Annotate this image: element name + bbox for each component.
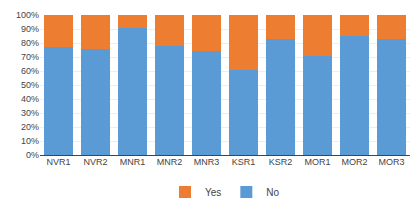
svg-text:40%: 40% [21, 94, 39, 104]
svg-text:20%: 20% [21, 122, 39, 132]
svg-text:60%: 60% [21, 66, 39, 76]
svg-text:MNR3: MNR3 [194, 157, 220, 167]
svg-text:MNR2: MNR2 [157, 157, 183, 167]
svg-text:30%: 30% [21, 108, 39, 118]
svg-text:70%: 70% [21, 52, 39, 62]
svg-text:0%: 0% [26, 150, 39, 160]
svg-text:No: No [266, 187, 279, 198]
svg-text:50%: 50% [21, 80, 39, 90]
svg-text:KSR1: KSR1 [232, 157, 256, 167]
svg-text:NVR1: NVR1 [46, 157, 70, 167]
svg-text:100%: 100% [16, 10, 39, 20]
svg-text:MOR1: MOR1 [304, 157, 330, 167]
svg-text:Yes: Yes [205, 187, 221, 198]
svg-text:MOR2: MOR2 [341, 157, 367, 167]
svg-text:MNR1: MNR1 [120, 157, 146, 167]
svg-text:90%: 90% [21, 24, 39, 34]
svg-text:NVR2: NVR2 [83, 157, 107, 167]
svg-text:KSR2: KSR2 [269, 157, 293, 167]
svg-text:MOR3: MOR3 [378, 157, 404, 167]
svg-text:10%: 10% [21, 136, 39, 146]
svg-text:80%: 80% [21, 38, 39, 48]
